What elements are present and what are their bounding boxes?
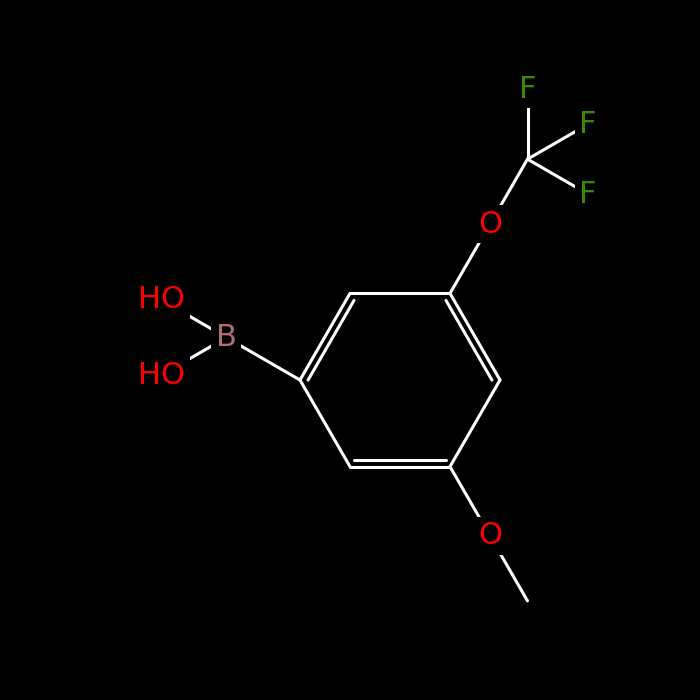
Text: B: B (216, 323, 237, 352)
Text: F: F (580, 180, 597, 209)
Text: HO: HO (138, 286, 185, 314)
Text: F: F (519, 75, 536, 104)
Text: O: O (478, 209, 502, 239)
Text: F: F (580, 110, 597, 139)
Text: O: O (478, 522, 502, 550)
Text: HO: HO (138, 360, 185, 389)
